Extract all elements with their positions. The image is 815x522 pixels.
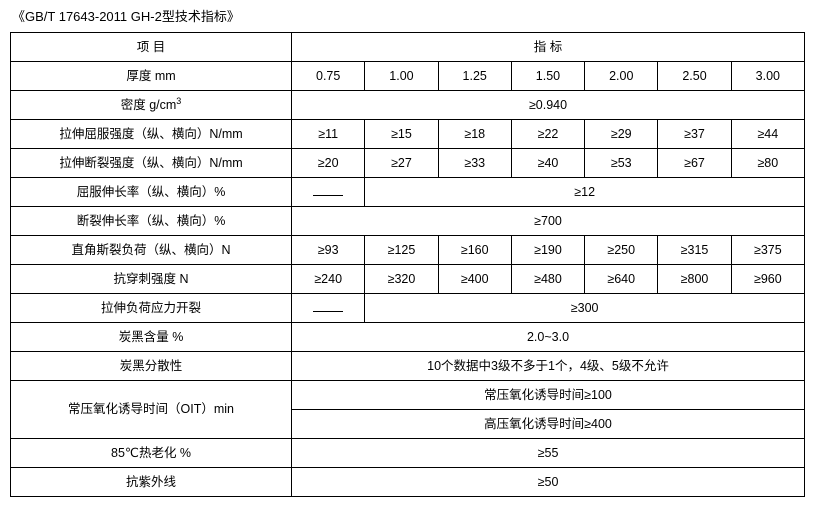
row-value: ≥240 [291, 264, 366, 294]
row-label-oit: 常压氧化诱导时间（OIT）min [9, 380, 293, 439]
row-value: ≥53 [584, 148, 659, 178]
row-label-density-sup: 3 [176, 95, 182, 106]
page-title: 《GB/T 17643-2011 GH-2型技术指标》 [12, 9, 240, 24]
row-value: ≥18 [437, 119, 512, 149]
table-row-carbon-black-content: 炭黑含量 % 2.0~3.0 [9, 322, 805, 352]
row-label-stress-cracking: 拉伸负荷应力开裂 [9, 293, 293, 323]
row-label-density-text: 密度 g/cm [120, 97, 177, 112]
row-value: ≥125 [364, 235, 439, 265]
table-row-stress-cracking: 拉伸负荷应力开裂 ≥300 [9, 293, 805, 323]
row-value-empty [291, 177, 366, 207]
table-row-uv-resistance: 抗紫外线 ≥50 [9, 467, 805, 497]
table-row-oit-1: 常压氧化诱导时间（OIT）min 常压氧化诱导时间≥100 [9, 380, 805, 439]
table-row-tear-load: 直角斯裂负荷（纵、横向）N ≥93 ≥125 ≥160 ≥190 ≥250 ≥3… [9, 235, 806, 265]
row-value: ≥250 [584, 235, 659, 265]
row-label-break-elongation: 断裂伸长率（纵、横向）% [9, 206, 293, 236]
row-label-carbon-black-content: 炭黑含量 % [9, 322, 293, 352]
row-label-carbon-black-dispersion: 炭黑分散性 [9, 351, 293, 381]
row-value-break-elongation: ≥700 [291, 206, 805, 236]
header-index: 指 标 [291, 32, 805, 62]
row-label-heat-aging: 85℃热老化 % [9, 438, 293, 468]
table-row-yield-strength: 拉伸屈服强度（纵、横向）N/mm ≥11 ≥15 ≥18 ≥22 ≥29 ≥37… [9, 119, 806, 149]
row-label-density: 密度 g/cm3 [9, 90, 293, 120]
table-row-oit-2: 高压氧化诱导时间≥400 [11, 409, 805, 439]
row-value: ≥37 [657, 119, 732, 149]
row-label-break-strength: 拉伸断裂强度（纵、横向）N/mm [9, 148, 293, 178]
row-value: ≥67 [657, 148, 732, 178]
dash-mark [313, 188, 344, 196]
row-label-yield-strength: 拉伸屈服强度（纵、横向）N/mm [9, 119, 293, 149]
row-value: ≥160 [437, 235, 512, 265]
row-label-tear-load: 直角斯裂负荷（纵、横向）N [9, 235, 293, 265]
row-value: ≥480 [510, 264, 586, 294]
thickness-value: 2.00 [584, 61, 659, 91]
row-value: ≥800 [657, 264, 732, 294]
table-row-puncture: 抗穿刺强度 N ≥240 ≥320 ≥400 ≥480 ≥640 ≥800 ≥9… [9, 264, 806, 294]
thickness-value: 1.50 [510, 61, 586, 91]
row-value-heat-aging: ≥55 [291, 438, 805, 468]
row-label-puncture: 抗穿刺强度 N [9, 264, 293, 294]
table-row-heat-aging: 85℃热老化 % ≥55 [9, 438, 805, 468]
row-value: ≥80 [730, 148, 806, 178]
row-value-yield-elongation: ≥12 [364, 177, 805, 207]
table-row-carbon-black-dispersion: 炭黑分散性 10个数据中3级不多于1个，4级、5级不允许 [9, 351, 805, 381]
header-item: 项 目 [9, 32, 293, 62]
row-value: ≥400 [437, 264, 512, 294]
row-value-oit-standard: 常压氧化诱导时间≥100 [291, 380, 805, 410]
table-row-density: 密度 g/cm3 ≥0.940 [9, 90, 805, 120]
row-value: ≥22 [510, 119, 586, 149]
row-label-thickness: 厚度 mm [9, 61, 293, 91]
row-value: ≥27 [364, 148, 439, 178]
row-value: ≥190 [510, 235, 586, 265]
row-value: ≥44 [730, 119, 806, 149]
row-value: ≥960 [730, 264, 806, 294]
table-row-break-elongation: 断裂伸长率（纵、横向）% ≥700 [9, 206, 805, 236]
row-value: ≥29 [584, 119, 659, 149]
row-label-yield-elongation: 屈服伸长率（纵、横向）% [9, 177, 293, 207]
row-value: ≥11 [291, 119, 366, 149]
row-value: ≥640 [584, 264, 659, 294]
row-value: ≥375 [730, 235, 806, 265]
row-value: ≥33 [437, 148, 512, 178]
thickness-value: 1.25 [437, 61, 512, 91]
row-value-empty [291, 293, 366, 323]
row-value-carbon-black-dispersion: 10个数据中3级不多于1个，4级、5级不允许 [291, 351, 805, 381]
row-value: ≥40 [510, 148, 586, 178]
row-value-stress-cracking: ≥300 [364, 293, 805, 323]
row-value-carbon-black-content: 2.0~3.0 [291, 322, 805, 352]
row-label-uv-resistance: 抗紫外线 [9, 467, 293, 497]
row-value-density: ≥0.940 [291, 90, 805, 120]
row-value: ≥315 [657, 235, 732, 265]
row-value-uv-resistance: ≥50 [291, 467, 805, 497]
thickness-value: 2.50 [657, 61, 732, 91]
row-value: ≥93 [291, 235, 366, 265]
row-value: ≥15 [364, 119, 439, 149]
thickness-value: 3.00 [730, 61, 806, 91]
thickness-value: 0.75 [291, 61, 366, 91]
row-value: ≥320 [364, 264, 439, 294]
thickness-value: 1.00 [364, 61, 439, 91]
table-row-thickness: 厚度 mm 0.75 1.00 1.25 1.50 2.00 2.50 3.00 [9, 61, 806, 91]
row-value: ≥20 [291, 148, 366, 178]
table-header-row: 项 目 指 标 [9, 32, 805, 62]
spec-table: 项 目 指 标 厚度 mm 0.75 1.00 1.25 1.50 2.00 2… [9, 32, 806, 497]
table-row-break-strength: 拉伸断裂强度（纵、横向）N/mm ≥20 ≥27 ≥33 ≥40 ≥53 ≥67… [9, 148, 806, 178]
row-value-oit-high-pressure: 高压氧化诱导时间≥400 [291, 409, 805, 439]
table-row-yield-elongation: 屈服伸长率（纵、横向）% ≥12 [9, 177, 805, 207]
dash-mark [313, 304, 344, 312]
